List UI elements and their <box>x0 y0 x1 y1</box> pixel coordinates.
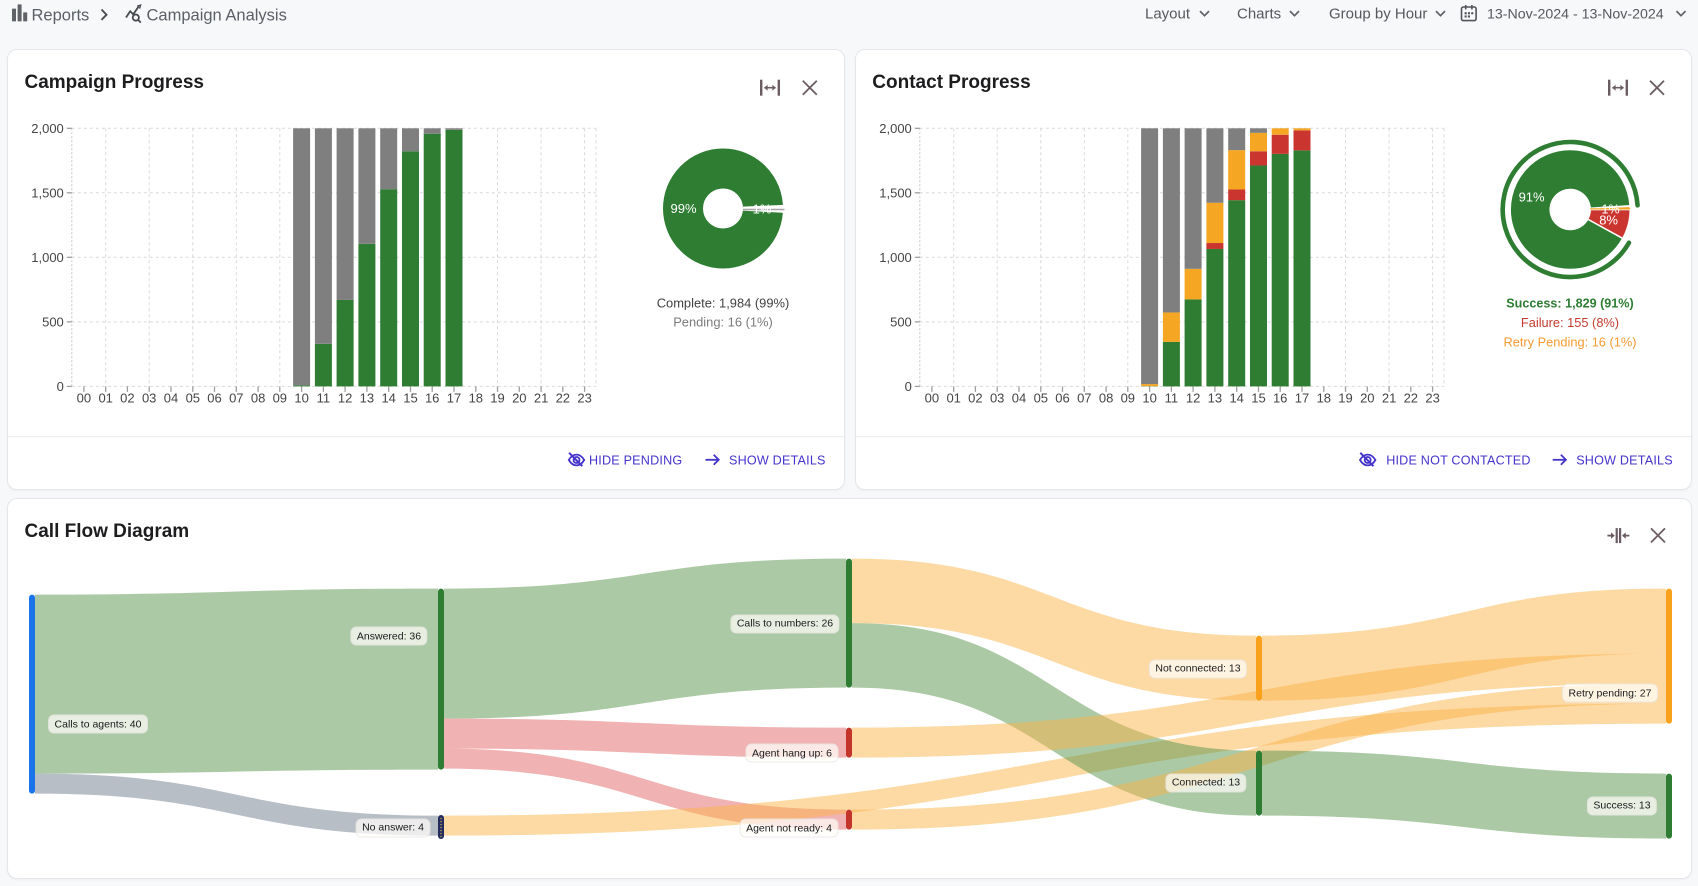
svg-text:16: 16 <box>425 390 439 405</box>
svg-text:2,000: 2,000 <box>879 120 912 135</box>
svg-text:07: 07 <box>1077 390 1091 405</box>
svg-text:SHOW DETAILS: SHOW DETAILS <box>1576 453 1673 467</box>
svg-text:500: 500 <box>890 314 912 329</box>
svg-text:8%: 8% <box>1599 212 1618 227</box>
svg-text:17: 17 <box>1295 390 1309 405</box>
svg-text:Pending: 16 (1%): Pending: 16 (1%) <box>673 314 773 329</box>
svg-text:08: 08 <box>1099 390 1113 405</box>
svg-text:0: 0 <box>904 378 911 393</box>
svg-text:23: 23 <box>577 390 591 405</box>
svg-text:23: 23 <box>1425 390 1439 405</box>
svg-text:22: 22 <box>556 390 570 405</box>
svg-text:01: 01 <box>946 390 960 405</box>
svg-text:08: 08 <box>251 390 265 405</box>
svg-text:13: 13 <box>1207 390 1221 405</box>
svg-text:22: 22 <box>1403 390 1417 405</box>
svg-text:19: 19 <box>490 390 504 405</box>
svg-text:06: 06 <box>207 390 221 405</box>
svg-text:HIDE NOT CONTACTED: HIDE NOT CONTACTED <box>1386 453 1530 467</box>
svg-text:12: 12 <box>1186 390 1200 405</box>
svg-text:05: 05 <box>1033 390 1047 405</box>
svg-text:1%: 1% <box>1601 202 1619 216</box>
svg-text:Complete: 1,984 (99%): Complete: 1,984 (99%) <box>657 295 790 310</box>
svg-text:12: 12 <box>338 390 352 405</box>
svg-text:1,000: 1,000 <box>879 249 912 264</box>
svg-text:06: 06 <box>1055 390 1069 405</box>
svg-text:1,500: 1,500 <box>879 185 912 200</box>
svg-text:11: 11 <box>317 390 331 405</box>
svg-text:1,000: 1,000 <box>31 249 64 264</box>
svg-text:18: 18 <box>469 390 483 405</box>
svg-text:16: 16 <box>1273 390 1287 405</box>
svg-text:Success: 1,829 (91%): Success: 1,829 (91%) <box>1506 296 1633 310</box>
svg-text:09: 09 <box>1120 390 1134 405</box>
svg-text:09: 09 <box>273 390 287 405</box>
svg-text:13-Nov-2024 - 13-Nov-2024: 13-Nov-2024 - 13-Nov-2024 <box>1487 6 1664 22</box>
svg-text:02: 02 <box>120 390 134 405</box>
svg-text:07: 07 <box>229 390 243 405</box>
svg-text:10: 10 <box>294 390 308 405</box>
svg-text:02: 02 <box>968 390 982 405</box>
svg-text:500: 500 <box>42 314 64 329</box>
svg-text:Group by Hour: Group by Hour <box>1329 5 1427 22</box>
svg-text:21: 21 <box>534 390 548 405</box>
svg-text:20: 20 <box>512 390 526 405</box>
svg-text:17: 17 <box>447 390 461 405</box>
svg-text:03: 03 <box>990 390 1004 405</box>
svg-text:1%: 1% <box>753 201 772 216</box>
svg-text:00: 00 <box>77 390 91 405</box>
svg-text:Campaign Analysis: Campaign Analysis <box>147 7 287 25</box>
svg-text:Charts: Charts <box>1237 5 1281 22</box>
svg-text:Layout: Layout <box>1145 5 1191 22</box>
svg-text:03: 03 <box>142 390 156 405</box>
svg-text:Retry Pending: 16 (1%): Retry Pending: 16 (1%) <box>1503 334 1636 349</box>
svg-text:10: 10 <box>1142 390 1156 405</box>
svg-text:21: 21 <box>1382 390 1396 405</box>
svg-text:11: 11 <box>1164 390 1178 405</box>
svg-text:04: 04 <box>164 390 178 405</box>
svg-text:15: 15 <box>1251 390 1265 405</box>
svg-text:0: 0 <box>57 378 64 393</box>
svg-text:Reports: Reports <box>32 7 90 25</box>
svg-text:00: 00 <box>924 390 938 405</box>
svg-text:18: 18 <box>1316 390 1330 405</box>
svg-text:01: 01 <box>98 390 112 405</box>
svg-text:13: 13 <box>360 390 374 405</box>
svg-text:04: 04 <box>1012 390 1026 405</box>
svg-text:91%: 91% <box>1518 189 1544 204</box>
svg-text:15: 15 <box>403 390 417 405</box>
svg-text:20: 20 <box>1360 390 1374 405</box>
svg-text:Failure: 155 (8%): Failure: 155 (8%) <box>1521 315 1619 330</box>
svg-text:99%: 99% <box>670 201 696 216</box>
svg-text:SHOW DETAILS: SHOW DETAILS <box>729 453 826 467</box>
svg-text:1,500: 1,500 <box>31 185 64 200</box>
svg-text:2,000: 2,000 <box>31 120 64 135</box>
svg-text:14: 14 <box>1229 390 1243 405</box>
svg-text:05: 05 <box>186 390 200 405</box>
svg-text:14: 14 <box>381 390 395 405</box>
svg-text:19: 19 <box>1338 390 1352 405</box>
svg-text:HIDE PENDING: HIDE PENDING <box>589 453 682 467</box>
